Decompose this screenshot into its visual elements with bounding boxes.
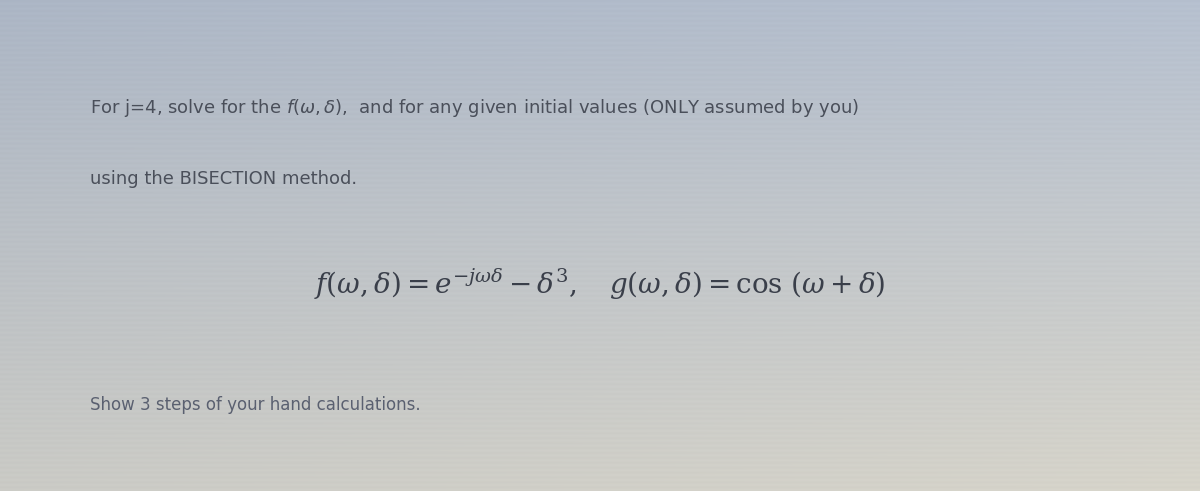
Text: using the BISECTION method.: using the BISECTION method.: [90, 170, 358, 188]
Text: Show 3 steps of your hand calculations.: Show 3 steps of your hand calculations.: [90, 396, 421, 414]
Text: $f(\omega, \delta) = e^{-j\omega\delta} - \delta^3, \quad g(\omega, \delta) = \c: $f(\omega, \delta) = e^{-j\omega\delta} …: [314, 267, 886, 302]
Text: For j=4, solve for the $f(\omega, \delta)$,  and for any given initial values (O: For j=4, solve for the $f(\omega, \delta…: [90, 97, 859, 119]
